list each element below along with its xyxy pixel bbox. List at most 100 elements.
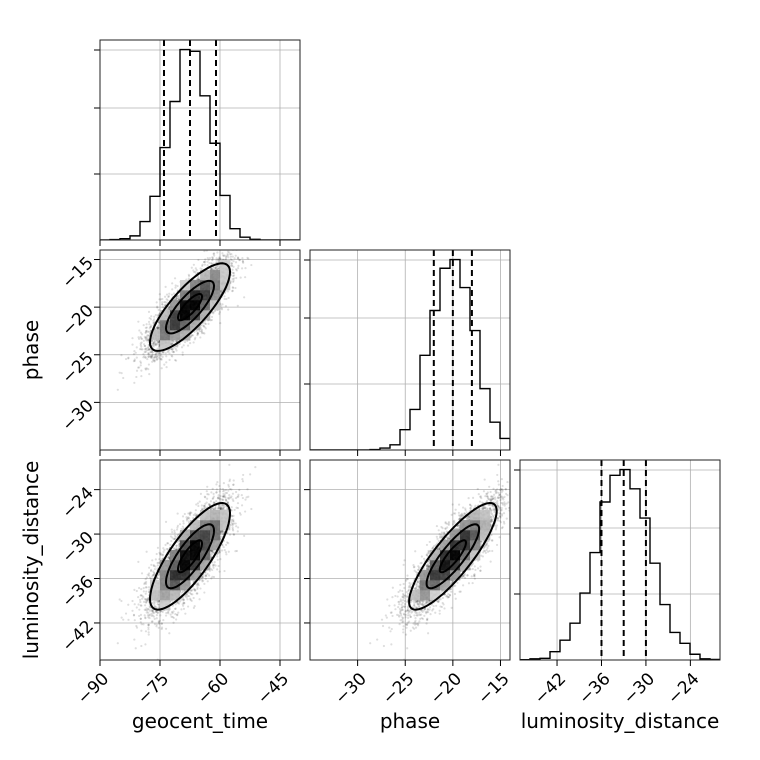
sample-point: [197, 275, 200, 278]
sample-point: [163, 301, 166, 304]
sample-point: [152, 345, 155, 348]
sample-point: [166, 350, 169, 354]
sample-point: [182, 522, 185, 525]
sample-point: [157, 324, 160, 327]
sample-point: [146, 357, 149, 361]
sample-point: [207, 503, 211, 506]
sample-point: [216, 251, 219, 254]
sample-point: [171, 288, 174, 291]
sample-point: [151, 351, 154, 354]
sample-point: [206, 256, 209, 260]
sample-point: [199, 267, 202, 270]
sample-point: [137, 336, 140, 339]
sample-point: [173, 277, 177, 280]
sample-point: [162, 351, 165, 354]
sample-point: [144, 356, 147, 359]
sample-point: [250, 263, 253, 267]
sample-point: [151, 354, 154, 357]
sample-point: [156, 326, 159, 329]
sample-point: [137, 603, 140, 606]
sample-point: [204, 327, 207, 330]
sample-point: [243, 296, 246, 299]
sample-point: [158, 320, 161, 323]
sample-point: [211, 256, 214, 260]
sample-point: [139, 335, 142, 339]
sample-point: [149, 325, 152, 329]
sample-point: [148, 330, 151, 333]
sample-point: [158, 346, 161, 349]
sample-point: [156, 326, 159, 329]
sample-point: [203, 263, 207, 266]
sample-point: [232, 286, 235, 290]
sample-point: [148, 327, 151, 330]
sample-point: [182, 344, 185, 347]
panel-content: [100, 460, 300, 660]
sample-point: [231, 255, 234, 258]
sample-point: [210, 262, 213, 265]
sample-point: [190, 334, 193, 337]
sample-point: [157, 326, 161, 330]
sample-point: [146, 349, 149, 352]
sample-point: [151, 343, 155, 346]
sample-point: [157, 342, 160, 345]
density-cell: [220, 270, 231, 281]
sample-point: [224, 257, 228, 260]
sample-point: [219, 257, 222, 261]
sample-point: [203, 261, 206, 264]
sample-point: [194, 336, 197, 339]
sample-point: [232, 280, 235, 283]
sample-point: [147, 345, 150, 349]
sample-point: [150, 339, 153, 342]
sample-point: [154, 343, 157, 346]
sample-point: [140, 345, 143, 348]
sample-point: [223, 295, 226, 298]
sample-point: [232, 265, 235, 268]
sample-point: [160, 354, 163, 357]
sample-point: [177, 297, 180, 300]
sample-point: [131, 337, 134, 340]
sample-point: [164, 352, 167, 355]
sample-point: [159, 298, 162, 301]
sample-point: [227, 308, 230, 311]
sample-point: [217, 267, 221, 270]
panel-frame: [309, 249, 511, 451]
sample-point: [171, 342, 174, 345]
sample-point: [145, 326, 148, 329]
sample-point: [144, 347, 147, 351]
sample-point: [145, 329, 148, 333]
sample-point: [214, 267, 217, 270]
sample-point: [132, 353, 136, 356]
sample-point: [157, 327, 160, 330]
sample-point: [147, 320, 151, 323]
sample-point: [153, 340, 156, 343]
sample-point: [200, 332, 204, 335]
sample-point: [193, 330, 196, 333]
sample-point: [149, 351, 152, 354]
sample-point: [158, 325, 161, 329]
sample-point: [146, 335, 149, 338]
sample-point: [151, 610, 154, 613]
sample-point: [153, 315, 156, 318]
sample-point: [240, 267, 244, 270]
sample-point: [152, 358, 155, 362]
sample-point: [157, 320, 160, 324]
sample-point: [181, 353, 184, 357]
sample-point: [228, 251, 231, 254]
y-tick-label: −30: [58, 396, 98, 436]
sample-point: [164, 301, 167, 304]
sample-point: [142, 339, 145, 342]
sample-point: [206, 264, 209, 267]
sample-point: [197, 276, 200, 279]
sample-point: [153, 360, 156, 363]
sample-point: [158, 344, 161, 348]
sample-point: [227, 296, 230, 300]
sample-point: [227, 243, 229, 245]
sample-point: [170, 354, 173, 357]
sample-point: [153, 359, 157, 362]
sample-point: [174, 339, 178, 343]
sample-point: [143, 344, 146, 348]
sample-point: [139, 361, 143, 364]
sample-point: [139, 600, 142, 604]
sample-point: [131, 343, 134, 346]
